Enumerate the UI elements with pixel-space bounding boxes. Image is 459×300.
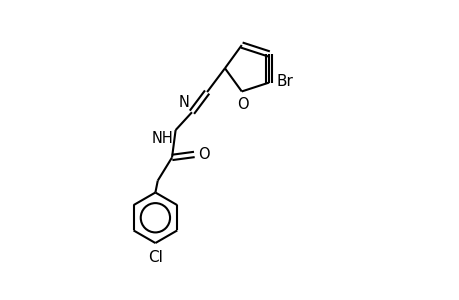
Text: NH: NH	[151, 131, 173, 146]
Text: Cl: Cl	[148, 250, 162, 265]
Text: N: N	[178, 95, 189, 110]
Text: O: O	[237, 97, 248, 112]
Text: O: O	[197, 147, 209, 162]
Text: Br: Br	[276, 74, 293, 88]
